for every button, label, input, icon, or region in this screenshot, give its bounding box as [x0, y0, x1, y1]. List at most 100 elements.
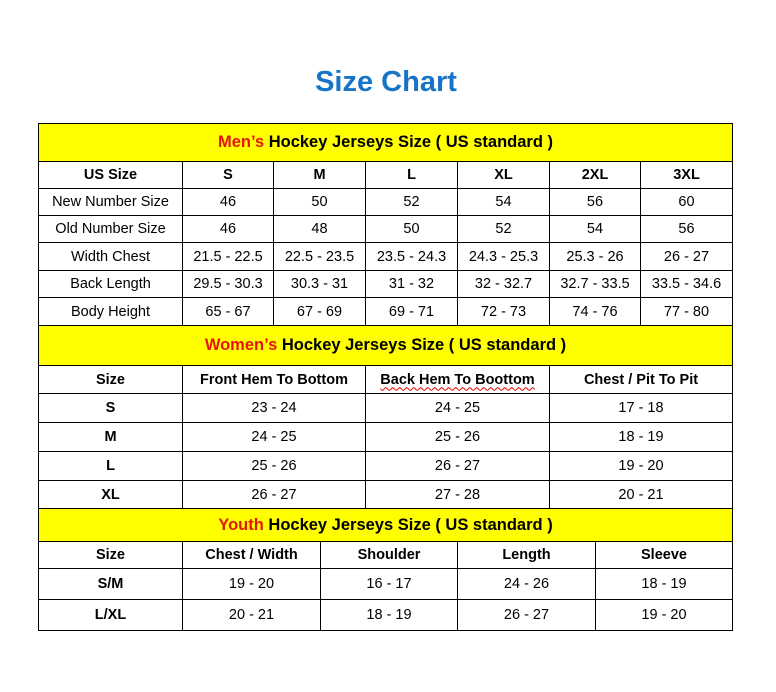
cell-text: 18 - 19	[618, 429, 664, 445]
cell-text: Width Chest	[71, 248, 150, 265]
cell-text: 2XL	[581, 167, 609, 183]
table-cell: 23.5 - 24.3	[366, 243, 458, 271]
table-cell: 52	[366, 189, 458, 216]
cell-text: 25 - 26	[251, 458, 297, 474]
cell-text: 72 - 73	[480, 303, 527, 320]
table-cell: 54	[550, 216, 641, 243]
cell-text: M	[104, 429, 117, 445]
row-label: S/M	[39, 569, 183, 600]
cell-text: 20 - 21	[228, 607, 275, 623]
table-cell: 29.5 - 30.3	[183, 271, 274, 298]
table-cell: 20 - 21	[183, 600, 321, 631]
womens-size-table: Women’s Hockey Jerseys Size ( US standar…	[38, 326, 733, 509]
row-label: Old Number Size	[39, 216, 183, 243]
cell-text: 50	[311, 194, 328, 210]
mens-size-table: Men’s Hockey Jerseys Size ( US standard …	[38, 123, 733, 326]
cell-text: S	[223, 167, 233, 183]
table-cell: 32.7 - 33.5	[550, 271, 641, 298]
row-label: M	[39, 423, 183, 452]
table-cell: 54	[458, 189, 550, 216]
table-row: L 25 - 26 26 - 27 19 - 20	[38, 452, 733, 481]
row-label: L	[39, 452, 183, 481]
cell-text: Back Hem To Boottom	[380, 371, 535, 388]
table-cell: 33.5 - 34.6	[641, 271, 733, 298]
cell-text: 31 - 32	[388, 276, 435, 292]
womens-section-header: Women’s Hockey Jerseys Size ( US standar…	[38, 326, 733, 366]
cell-text: 56	[678, 221, 695, 237]
section-title: Hockey Jerseys Size ( US standard )	[264, 133, 554, 151]
section-title: Hockey Jerseys Size ( US standard )	[263, 515, 553, 534]
column-header-row: US Size S M L XL 2XL 3XL	[38, 162, 733, 189]
cell-text: 27 - 28	[434, 486, 481, 503]
cell-text: 60	[678, 194, 695, 210]
cell-text: XL	[494, 167, 513, 183]
column-header: 2XL	[550, 162, 641, 189]
table-cell: 56	[641, 216, 733, 243]
table-cell: 48	[274, 216, 366, 243]
table-cell: 25 - 26	[183, 452, 366, 481]
cell-text: L	[407, 167, 416, 183]
cell-text: 24 - 26	[503, 576, 550, 592]
mens-section-header: Men’s Hockey Jerseys Size ( US standard …	[38, 123, 733, 162]
table-cell: 18 - 19	[596, 569, 733, 600]
cell-text: 25.3 - 26	[566, 248, 624, 265]
table-cell: 26 - 27	[458, 600, 596, 631]
row-label: Body Height	[39, 298, 183, 326]
table-cell: 32 - 32.7	[458, 271, 550, 298]
table-cell: 24 - 26	[458, 569, 596, 600]
section-category: Women’s	[204, 336, 278, 354]
table-row: New Number Size 46 50 52 54 56 60	[38, 189, 733, 216]
table-cell: 18 - 19	[321, 600, 458, 631]
table-cell: 26 - 27	[183, 481, 366, 509]
table-cell: 72 - 73	[458, 298, 550, 326]
column-header: Front Hem To Bottom	[183, 366, 366, 394]
cell-text: 69 - 71	[388, 303, 435, 320]
section-category: Men’s	[217, 133, 265, 151]
cell-text: 17 - 18	[618, 400, 664, 416]
table-cell: 24 - 25	[366, 394, 550, 423]
page-title: Size Chart	[315, 66, 457, 98]
table-cell: 56	[550, 189, 641, 216]
table-cell: 21.5 - 22.5	[183, 243, 274, 271]
column-header: Length	[458, 542, 596, 569]
table-cell: 25 - 26	[366, 423, 550, 452]
table-cell: 24.3 - 25.3	[458, 243, 550, 271]
cell-text: 25 - 26	[434, 429, 481, 445]
cell-text: 24.3 - 25.3	[468, 248, 539, 265]
table-row: Width Chest 21.5 - 22.5 22.5 - 23.5 23.5 - …	[38, 243, 733, 271]
table-cell: 19 - 20	[183, 569, 321, 600]
table-cell: 24 - 25	[183, 423, 366, 452]
row-label: New Number Size	[39, 189, 183, 216]
table-row: XL 26 - 27 27 - 28 20 - 21	[38, 481, 733, 509]
table-cell: 46	[183, 216, 274, 243]
cell-text: M	[313, 167, 326, 183]
column-header: US Size	[39, 162, 183, 189]
table-cell: 26 - 27	[641, 243, 733, 271]
cell-text: Chest / Pit To Pit	[583, 371, 699, 388]
table-cell: 67 - 69	[274, 298, 366, 326]
column-header: L	[366, 162, 458, 189]
cell-text: 26 - 27	[434, 458, 481, 474]
cell-text: 77 - 80	[663, 303, 710, 320]
table-cell: 69 - 71	[366, 298, 458, 326]
cell-text: Size	[95, 371, 125, 388]
cell-text: 32 - 32.7	[474, 276, 533, 292]
table-cell: 19 - 20	[596, 600, 733, 631]
column-header: Chest / Pit To Pit	[550, 366, 733, 394]
section-title: Hockey Jerseys Size ( US standard )	[277, 336, 567, 354]
cell-text: 26 - 27	[251, 486, 297, 503]
cell-text: Chest / Width	[205, 547, 298, 563]
cell-text: Body Height	[71, 303, 150, 320]
column-header: Sleeve	[596, 542, 733, 569]
table-cell: 23 - 24	[183, 394, 366, 423]
cell-text: 54	[495, 194, 512, 210]
table-cell: 26 - 27	[366, 452, 550, 481]
table-cell: 16 - 17	[321, 569, 458, 600]
cell-text: L	[106, 458, 115, 474]
cell-text: L/XL	[94, 607, 127, 623]
table-cell: 17 - 18	[550, 394, 733, 423]
cell-text: Shoulder	[357, 547, 421, 563]
table-row: L/XL 20 - 21 18 - 19 26 - 27 19 - 20	[38, 600, 733, 631]
cell-text: 22.5 - 23.5	[284, 248, 355, 265]
table-cell: 65 - 67	[183, 298, 274, 326]
